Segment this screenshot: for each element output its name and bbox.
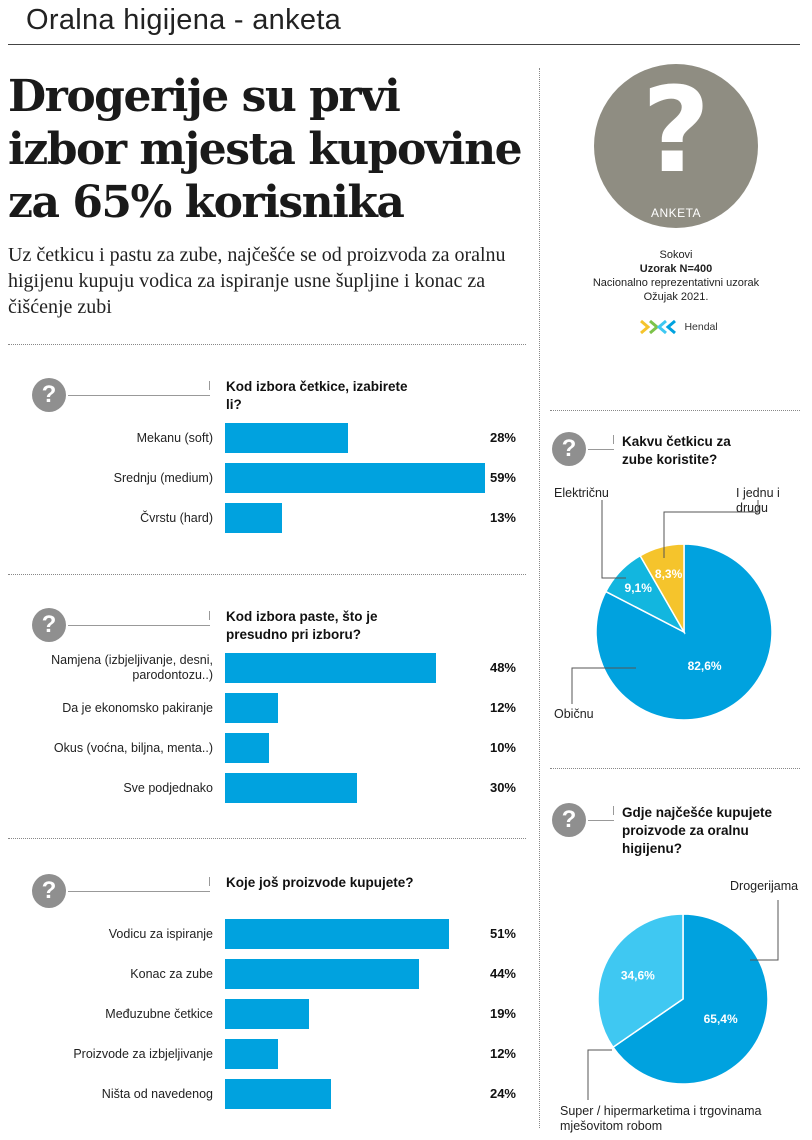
question-connector [588,820,614,821]
pie2-title: Gdje najčešće kupujete proizvode za oral… [622,805,773,856]
pie-shopping-place: 65,4% 34,6% [598,914,768,1084]
bar-chart-title: Koje još proizvode kupujete? [226,875,414,890]
pie-value-label: 9,1% [625,581,653,595]
question-connector [68,891,210,892]
bar [225,1079,331,1109]
deck-text: Uz četkicu i pastu za zube, najčešće se … [8,244,506,318]
pie1-label-electric: Električnu [554,486,609,500]
question-connector [68,625,210,626]
section-divider [550,410,800,411]
pie1-title: Kakvu četkicu za zube koristite? [622,434,731,467]
bar-value-label: 19% [489,1006,516,1021]
headline: Drogerije su prvi izbor mjesta kupovine … [8,71,523,228]
section-divider [8,574,526,575]
pie1-leader-lines [571,500,759,704]
bar [225,423,349,453]
question-icon: ? [32,378,66,412]
hendal-logo-icon [640,319,676,334]
header-divider [8,44,800,45]
pie-value-label: 65,4% [704,1012,738,1026]
pie-value-label: 82,6% [688,659,722,673]
question-connector [588,449,614,450]
question-mark-icon: ? [641,61,711,199]
pie2-leader-lines [587,900,779,1100]
bar-value-label: 10% [489,740,516,755]
bar-value-label: 30% [489,780,516,795]
question-icon: ? [32,874,66,908]
bar-value-label: 13% [489,510,516,525]
question-icon: ? [552,803,586,837]
question-connector [209,611,210,620]
pie1-label-regular: Običnu [554,707,594,721]
bar-value-label: 59% [489,470,516,485]
bar-chart-title: Kod izbora četkice, izabirete li? [226,379,408,412]
question-icon: ? [552,432,586,466]
bar-label: Namjena (izbjeljivanje, desni, parodonto… [51,653,213,682]
bar-label: Mekanu (soft) [136,430,213,445]
bar-value-label: 51% [489,926,516,941]
bar [225,919,450,949]
bar [225,693,278,723]
bar [225,733,269,763]
bar-label: Čvrstu (hard) [140,510,213,525]
survey-sample: Uzorak N=400 [639,263,713,275]
hendal-logo-text: Hendal [684,320,718,333]
chart-toothbrush-hardness: ? Kod izbora četkice, izabirete li? Mekanu… [0,360,540,560]
page-title: Oralna higijena - anketa [26,4,342,36]
section-divider [8,344,526,345]
pie2-label-supermarkets: Super / hipermarketima i trgovinama mješ… [560,1104,762,1133]
bar [225,653,437,683]
bar-chart-title: Kod izbora paste, što je presudno pri iz… [226,609,378,642]
bar-value-label: 44% [489,966,516,981]
bar-label: Sve podjednako [123,780,213,795]
hendal-logo: Hendal [640,318,718,336]
bar-label: Konac za zube [130,966,213,981]
bar [225,1039,278,1069]
pie-slice [598,914,684,1049]
pie-slice [639,544,685,635]
section-divider [8,838,526,839]
question-connector [613,435,614,444]
survey-date: Ožujak 2021. [643,291,709,303]
pie-toothbrush-type: 82,6% 9,1%8,3% [596,544,772,720]
bar-value-label: 12% [489,700,516,715]
bar-label: Srednju (medium) [113,470,213,485]
chart-other-products: ? Koje još proizvode kupujete? Vodicu za i… [0,856,540,1126]
question-connector [209,381,210,390]
question-connector [613,806,614,815]
bar [225,959,419,989]
survey-client: Sokovi [659,249,693,261]
question-connector [209,877,210,886]
bar [225,999,309,1029]
bar-value-label: 24% [489,1086,516,1101]
bar-value-label: 28% [489,430,516,445]
bar-label: Međuzubne četkice [105,1006,213,1021]
pie-value-label: 8,3% [655,567,683,581]
question-icon: ? [32,608,66,642]
bar-value-label: 48% [489,660,516,675]
bar [225,463,485,493]
chart-toothpaste-criteria: ? Kod izbora paste, što je presudno pri i… [0,590,540,820]
pie-slice [611,914,768,1084]
bar-label: Ništa od navedenog [101,1086,213,1101]
survey-method: Nacionalno reprezentativni uzorak [592,277,760,289]
bar [225,503,283,533]
bar-label: Da je ekonomsko pakiranje [62,700,213,715]
pie2-label-drugstores: Drogerijama [730,879,799,893]
pie-value-label: 34,6% [621,968,655,982]
bar-label: Proizvode za izbjeljivanje [73,1046,213,1061]
bar-value-label: 12% [489,1046,516,1061]
bar-label: Okus (voćna, biljna, menta..) [53,740,213,755]
column-divider [539,68,540,1128]
question-connector [68,395,210,396]
anketa-badge [594,64,758,228]
section-divider [550,768,800,769]
bar-label: Vodicu za ispiranje [108,926,213,941]
anketa-label: ANKETA [650,206,702,220]
bar [225,773,357,803]
